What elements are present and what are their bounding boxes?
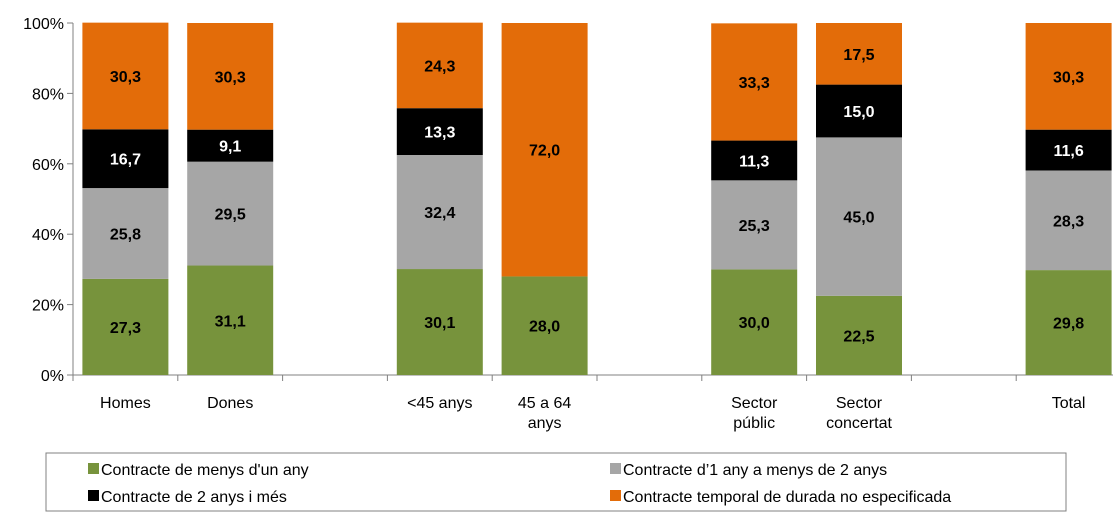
bar-segment	[816, 295, 902, 375]
bar-segment	[396, 155, 483, 270]
category-label: 45 a 64 anys	[518, 395, 571, 432]
data-labels: 27,3 25,8 16,7 30,3 31,1 29,5 9,1 30,3 30,1 32,4 1…	[110, 47, 1084, 346]
legend-swatch	[88, 490, 99, 501]
data-label: 13,3	[424, 125, 455, 142]
bar-segment	[82, 22, 169, 130]
data-label: 16,7	[110, 152, 141, 169]
category-label: <45 anys	[407, 395, 472, 412]
data-label: 28,3	[1053, 213, 1084, 230]
data-label: 22,5	[843, 328, 874, 345]
data-label: 11,6	[1053, 143, 1083, 160]
data-label: 30,3	[110, 69, 141, 86]
data-label: 30,0	[739, 315, 770, 332]
bar-segment	[396, 108, 483, 155]
data-label: 29,5	[215, 207, 246, 224]
bar-segment	[1025, 270, 1112, 375]
bar-segment	[187, 161, 274, 266]
data-label: 29,8	[1053, 316, 1084, 333]
data-label: 25,3	[739, 218, 770, 235]
bar-segment	[187, 265, 274, 375]
bar-segment	[82, 278, 169, 375]
legend-swatch	[610, 463, 621, 474]
bar-segment	[82, 129, 169, 189]
bar-segment	[816, 23, 902, 85]
data-label: 30,3	[1053, 69, 1084, 86]
data-label: 25,8	[110, 226, 141, 243]
bar-segment	[501, 23, 588, 277]
data-label: 32,4	[424, 205, 455, 222]
data-label: 31,1	[215, 313, 246, 330]
bar-segment	[396, 22, 483, 109]
category-label: Sector públic	[731, 395, 778, 432]
legend-label: Contracte de menys d'un any	[101, 462, 309, 479]
bars	[82, 22, 1112, 375]
legend-box	[45, 452, 1067, 512]
bar-segment	[711, 140, 798, 181]
legend-swatch	[88, 463, 99, 474]
data-label: 72,0	[529, 143, 560, 160]
y-tick-label: 0%	[41, 368, 64, 385]
bar-segment	[396, 269, 483, 375]
legend-swatch	[610, 490, 621, 501]
legend: Contracte de menys d'un any Contracte d’1…	[45, 452, 1067, 512]
legend-label: Contracte d’1 any a menys de 2 anys	[623, 462, 887, 479]
category-label: Homes	[100, 395, 151, 412]
bar-segment	[1025, 23, 1112, 130]
legend-label: Contracte de 2 anys i més	[101, 489, 287, 506]
bar-segment	[501, 276, 588, 375]
bar-segment	[816, 84, 902, 138]
data-label: 27,3	[110, 320, 141, 337]
y-tick-label: 40%	[32, 227, 64, 244]
bar-segment	[816, 137, 902, 296]
y-tick-label: 20%	[32, 298, 64, 315]
bar-segment	[187, 23, 274, 130]
data-label: 17,5	[843, 47, 874, 64]
y-tick-label: 100%	[23, 16, 64, 33]
data-label: 9,1	[219, 139, 241, 156]
data-label: 30,3	[215, 69, 246, 86]
data-label: 28,0	[529, 319, 560, 336]
bar-segment	[187, 129, 274, 162]
bar-segment	[711, 23, 798, 141]
data-label: 11,3	[739, 153, 769, 170]
data-label: 33,3	[739, 75, 770, 92]
y-tick-label: 80%	[32, 86, 64, 103]
category-label: Total	[1052, 395, 1086, 412]
bar-segment	[711, 180, 798, 270]
data-label: 45,0	[843, 210, 874, 227]
category-labels: Homes Dones <45 anys 45 a 64 anys Sector públi…	[100, 395, 1085, 432]
legend-label: Contracte temporal de durada no especifi…	[623, 489, 951, 506]
y-tick-label: 60%	[32, 157, 64, 174]
bar-segment	[82, 188, 169, 279]
data-label: 30,1	[424, 315, 455, 332]
bar-segment	[711, 269, 798, 375]
category-label: Sector concertat	[826, 395, 892, 432]
bar-segment	[1025, 170, 1112, 271]
bar-segment	[1025, 129, 1112, 171]
data-label: 15,0	[843, 104, 874, 121]
category-label: Dones	[207, 395, 253, 412]
data-label: 24,3	[424, 58, 455, 75]
